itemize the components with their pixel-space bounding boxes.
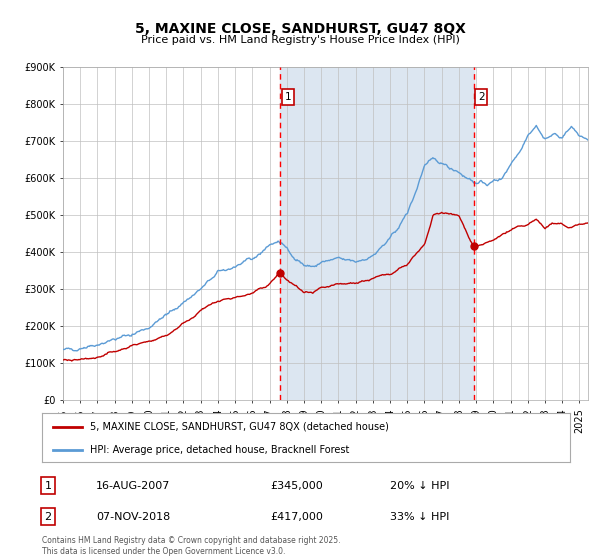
Text: 2: 2: [44, 512, 52, 521]
Text: 07-NOV-2018: 07-NOV-2018: [96, 512, 170, 521]
Text: 2: 2: [478, 92, 484, 102]
Text: 20% ↓ HPI: 20% ↓ HPI: [390, 481, 449, 491]
Text: 1: 1: [284, 92, 291, 102]
Text: 16-AUG-2007: 16-AUG-2007: [96, 481, 170, 491]
Text: Price paid vs. HM Land Registry's House Price Index (HPI): Price paid vs. HM Land Registry's House …: [140, 35, 460, 45]
Text: 33% ↓ HPI: 33% ↓ HPI: [390, 512, 449, 521]
Text: Contains HM Land Registry data © Crown copyright and database right 2025.
This d: Contains HM Land Registry data © Crown c…: [42, 536, 341, 556]
Bar: [280, 67, 473, 400]
Text: 1: 1: [44, 481, 52, 491]
Text: £417,000: £417,000: [270, 512, 323, 521]
Text: 5, MAXINE CLOSE, SANDHURST, GU47 8QX: 5, MAXINE CLOSE, SANDHURST, GU47 8QX: [134, 22, 466, 36]
Text: 5, MAXINE CLOSE, SANDHURST, GU47 8QX (detached house): 5, MAXINE CLOSE, SANDHURST, GU47 8QX (de…: [89, 422, 388, 432]
Text: £345,000: £345,000: [270, 481, 323, 491]
Text: HPI: Average price, detached house, Bracknell Forest: HPI: Average price, detached house, Brac…: [89, 445, 349, 455]
